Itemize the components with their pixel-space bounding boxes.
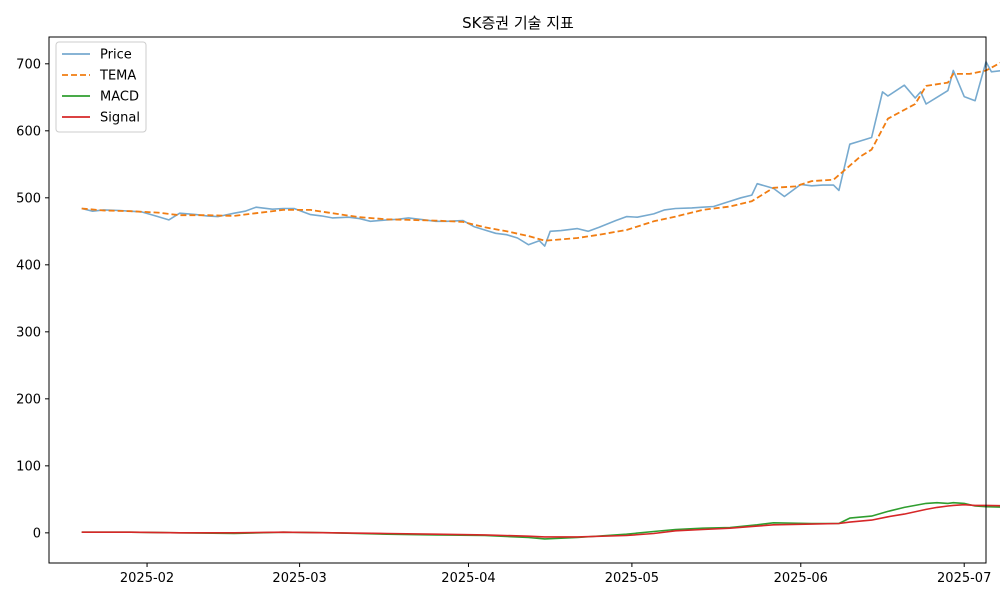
y-tick-label: 400: [16, 258, 41, 273]
legend-label-macd: MACD: [100, 90, 139, 105]
legend: Price TEMA MACD Signal: [55, 41, 147, 133]
chart-title: SK증권 기술 지표: [462, 14, 574, 32]
y-tick-label: 100: [16, 459, 41, 474]
y-tick-label: 300: [16, 325, 41, 340]
x-tick-label: 2025-07: [937, 571, 991, 586]
series-line-tema: [81, 62, 1000, 242]
x-tick-label: 2025-04: [441, 571, 495, 586]
legend-label-signal: Signal: [100, 111, 140, 126]
series-line-signal: [81, 503, 1000, 538]
axes: 0 100 200 300 400 500 600 700 2025-02 2025-03 2025…: [16, 36, 991, 586]
y-tick-label: 200: [16, 392, 41, 407]
y-tick-label: 500: [16, 191, 41, 206]
plot-area: [81, 60, 1000, 540]
legend-label-price: Price: [100, 48, 132, 63]
y-tick-label: 0: [33, 526, 41, 541]
series-line-price: [81, 60, 1000, 247]
x-tick-label: 2025-05: [605, 571, 659, 586]
y-tick-label: 700: [16, 57, 41, 72]
x-tick-label: 2025-02: [120, 571, 174, 586]
plot-frame: [48, 36, 987, 564]
x-tick-label: 2025-06: [774, 571, 828, 586]
y-tick-label: 600: [16, 124, 41, 139]
x-tick-label: 2025-03: [272, 571, 326, 586]
legend-box: [55, 41, 147, 133]
legend-label-tema: TEMA: [99, 69, 136, 84]
